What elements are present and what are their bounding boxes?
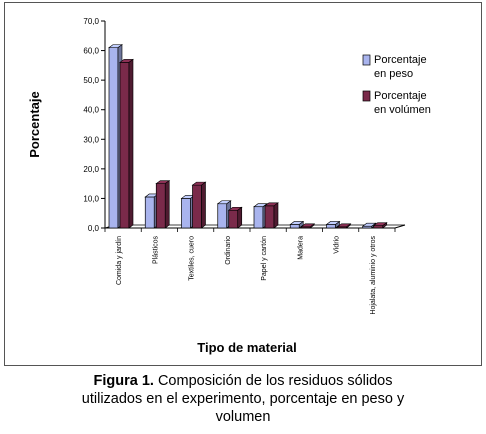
caption-text-line2: utilizados en el experimento, porcentaje… xyxy=(81,391,405,407)
bar xyxy=(289,224,300,229)
bar-side xyxy=(309,223,315,229)
y-tick-label: 40,0 xyxy=(83,106,99,115)
x-tick-label: Plásticos xyxy=(152,236,159,265)
chart-legend: Porcentaje en peso Porcentaje en volúmen xyxy=(362,54,431,116)
bar xyxy=(181,198,191,229)
legend-swatch xyxy=(362,54,371,66)
x-tick-label: Ordinario xyxy=(225,236,232,265)
bar xyxy=(326,224,336,229)
legend-swatch xyxy=(362,90,371,102)
bar-side xyxy=(273,202,279,229)
bar-side xyxy=(164,180,170,229)
bar xyxy=(264,205,275,229)
bar xyxy=(373,225,384,229)
y-tick-label: 50,0 xyxy=(83,76,99,85)
caption-text-line3: volumen xyxy=(215,409,271,425)
bar xyxy=(192,184,202,229)
x-tick-label: Hojalata, aluminio y otros xyxy=(370,236,377,315)
bar-side xyxy=(382,222,388,229)
bar xyxy=(217,203,228,229)
y-tick-label: 0,0 xyxy=(88,224,100,233)
x-tick-label: Vidrio xyxy=(334,236,341,254)
y-tick-label: 70,0 xyxy=(83,17,99,26)
bar-chart: 0,0 10,0 20,0 30,0 40,0 50,0 60,0 70,0 Porcentaj… xyxy=(27,17,431,355)
bar xyxy=(253,206,264,229)
y-tick-label: 10,0 xyxy=(83,194,99,203)
x-tick-label: Comida y jardín xyxy=(116,236,123,285)
x-tick-label: Madera xyxy=(297,236,304,260)
caption-text-line1: Composición de los residuos sólidos xyxy=(157,373,393,389)
caption-label: Figura 1. xyxy=(93,373,154,389)
chart-frame: 0,0 10,0 20,0 30,0 40,0 50,0 60,0 70,0 Porcentaj… xyxy=(4,2,482,366)
legend-label: Porcentaje en volúmen xyxy=(374,90,431,116)
y-axis-label: Porcentaje xyxy=(27,91,42,157)
bar xyxy=(228,209,239,229)
x-axis-label: Tipo de material xyxy=(197,340,296,355)
x-tick-label: Textiles, cuero xyxy=(189,236,196,281)
bar-side xyxy=(237,206,243,229)
chart-labels: 0,0 10,0 20,0 30,0 40,0 50,0 60,0 70,0 Porcentaj… xyxy=(27,17,377,355)
y-tick-label: 30,0 xyxy=(83,135,99,144)
bar xyxy=(119,62,130,229)
bar-side xyxy=(346,223,351,229)
figure-caption: Figura 1. Composición de los residuos só… xyxy=(0,372,486,426)
y-tick-label: 20,0 xyxy=(83,165,99,174)
x-tick-label: Papel y cartón xyxy=(261,236,268,281)
legend-label: Porcentaje en peso xyxy=(374,54,427,80)
bar xyxy=(108,47,119,229)
bar xyxy=(155,183,166,229)
chart-bars xyxy=(108,44,388,229)
bar xyxy=(144,196,155,229)
bar-side xyxy=(201,181,206,229)
bar-side xyxy=(128,58,134,229)
y-tick-label: 60,0 xyxy=(83,47,99,56)
